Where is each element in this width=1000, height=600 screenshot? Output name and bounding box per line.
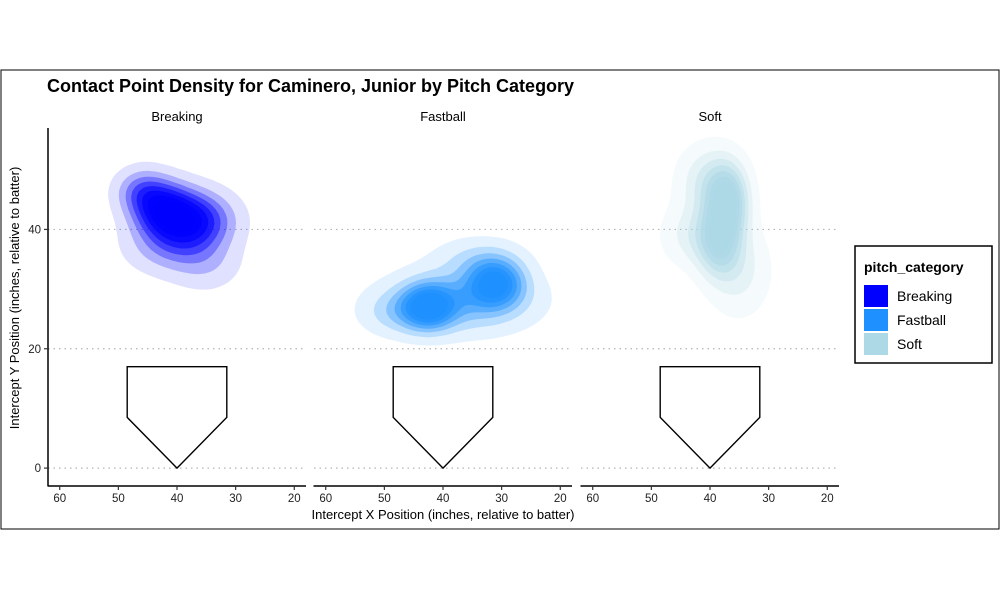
legend-swatch-breaking [864,285,888,307]
home-plate [392,366,494,470]
facet-panel-fastball: Fastball 60 50 40 30 20 [313,109,572,505]
x-tick-label: 30 [762,493,775,505]
legend-items: Breaking Fastball Soft [864,285,952,355]
x-tick-label: 60 [586,493,599,505]
x-tick-label: 20 [288,493,301,505]
facet-label-breaking: Breaking [151,109,202,124]
x-tick-label: 60 [53,493,66,505]
legend-label-breaking: Breaking [897,288,952,304]
x-tick-label: 40 [171,493,184,505]
x-tick-label: 50 [645,493,658,505]
facet-label-soft: Soft [698,109,722,124]
x-tick-label: 20 [554,493,567,505]
x-tick-label: 30 [229,493,242,505]
facet-label-fastball: Fastball [420,109,466,124]
home-plate [126,366,228,470]
x-tick-label: 50 [112,493,125,505]
y-tick-label: 0 [35,463,41,475]
legend-swatch-fastball [864,309,888,331]
facet-panels: Breaking 60 50 40 30 20 0 20 40 Fastball 60 50 40 30 2… [28,109,839,505]
density-band-fastball-8 [415,276,503,317]
legend-swatch-soft [864,333,888,355]
facet-panel-soft: Soft 60 50 40 30 20 [580,109,839,505]
x-tick-label: 50 [378,493,391,505]
legend-label-fastball: Fastball [897,312,946,328]
legend: pitch_category Breaking Fastball Soft [854,245,993,364]
y-axis-label: Intercept Y Position (inches, relative t… [7,167,22,430]
chart-title: Contact Point Density for Caminero, Juni… [47,76,574,96]
home-plate [659,366,761,470]
legend-label-soft: Soft [897,336,922,352]
legend-title: pitch_category [864,259,964,275]
x-axis-label: Intercept X Position (inches, relative t… [311,507,574,522]
y-tick-label: 20 [28,344,41,356]
x-tick-label: 40 [437,493,450,505]
facet-panel-breaking: Breaking 60 50 40 30 20 0 20 40 [28,109,306,505]
density-band-soft-8 [713,188,734,245]
density-band-breaking-8 [153,200,195,232]
x-tick-label: 40 [704,493,717,505]
y-tick-label: 40 [28,224,41,236]
x-tick-label: 30 [495,493,508,505]
x-tick-label: 20 [821,493,834,505]
x-tick-label: 60 [319,493,332,505]
